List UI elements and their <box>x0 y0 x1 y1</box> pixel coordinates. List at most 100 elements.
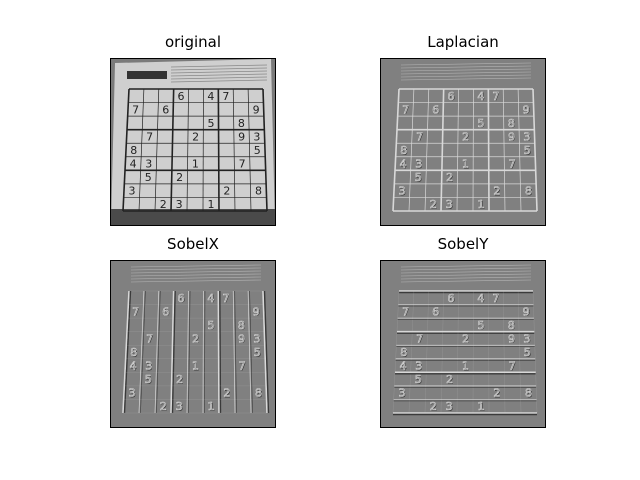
digit-shadow: 3 <box>416 158 423 171</box>
puzzle-digit: 1 <box>462 158 469 171</box>
puzzle-digit: 6 <box>448 292 455 305</box>
puzzle-digit: 2 <box>176 373 183 386</box>
digit-shadow: 3 <box>524 333 531 346</box>
grid-vline-shadow <box>188 290 191 414</box>
digit-shadow: 7 <box>133 306 140 319</box>
grid-vline-shadow <box>263 290 270 414</box>
puzzle-digit: 6 <box>162 103 169 116</box>
puzzle-digit: 7 <box>146 332 153 345</box>
puzzle-digit: 7 <box>132 103 139 116</box>
grid-vline <box>424 88 430 212</box>
grid-vline-shadow <box>123 290 132 414</box>
paper <box>111 59 275 225</box>
puzzle-digit: 8 <box>238 319 245 332</box>
sudoku-photo: 6 4 77 6 95 87 2 9 38 54 3 1 75 23 2 82 3 1 <box>111 59 275 225</box>
header-edge <box>400 68 532 72</box>
puzzle-digit: 2 <box>176 171 183 184</box>
puzzle-digit: 6 <box>162 305 169 318</box>
puzzle-digit: 5 <box>207 319 214 332</box>
header-edge <box>400 77 532 81</box>
grid-vline-shadow <box>219 290 222 414</box>
panel-title-original: original <box>164 33 222 51</box>
digit-shadow: 3 <box>254 333 261 346</box>
digit-shadow: 2 <box>224 387 231 400</box>
puzzle-digit: 7 <box>402 103 409 116</box>
puzzle-digit: 4 <box>477 90 484 103</box>
puzzle-digit: 5 <box>145 171 152 184</box>
header-edge <box>130 273 262 277</box>
header-edge <box>400 267 532 271</box>
digit-shadow: 6 <box>448 293 455 306</box>
digit-shadow: 9 <box>523 306 530 319</box>
grid-vline-faint <box>440 290 444 414</box>
puzzle-digit: 9 <box>253 103 260 116</box>
puzzle-digit: 4 <box>130 360 137 373</box>
digit-shadow: 6 <box>448 91 455 104</box>
puzzle-digit: 7 <box>509 360 516 373</box>
header-edge <box>400 279 532 283</box>
puzzle-digit: 3 <box>128 185 135 198</box>
digit-shadow: 1 <box>463 158 470 171</box>
digit-shadow: 2 <box>463 333 470 346</box>
digit-shadow: 8 <box>401 347 408 360</box>
puzzle-digit: 2 <box>160 198 167 211</box>
puzzle-digit: 1 <box>192 158 199 171</box>
puzzle-digit: 7 <box>509 158 516 171</box>
digit-shadow: 2 <box>463 131 470 144</box>
digit-shadow: 7 <box>403 306 410 319</box>
digit-shadow: 8 <box>239 320 246 333</box>
grid-vline <box>502 88 506 212</box>
digit-shadow: 2 <box>177 374 184 387</box>
grid-vline-faint <box>424 290 429 414</box>
digit-shadow: 8 <box>526 185 533 198</box>
puzzle-digit: 8 <box>525 387 532 400</box>
digit-shadow: 2 <box>193 333 200 346</box>
puzzle-digit: 3 <box>145 360 152 373</box>
digit-shadow: 2 <box>447 374 454 387</box>
digit-shadow: 8 <box>526 387 533 400</box>
digit-shadow: 7 <box>417 333 424 346</box>
digit-shadow: 5 <box>478 118 485 131</box>
digit-shadow: 7 <box>223 293 230 306</box>
digit-shadow: 1 <box>463 360 470 373</box>
header-edge <box>400 273 532 277</box>
header-edge <box>130 276 262 280</box>
digit-shadow: 6 <box>433 104 440 117</box>
background <box>111 261 275 427</box>
puzzle-digit: 5 <box>207 117 214 130</box>
grid-vline-shadow <box>249 290 253 414</box>
puzzle-digit: 8 <box>400 346 407 359</box>
puzzle-digit: 4 <box>400 360 407 373</box>
puzzle-digit: 5 <box>524 346 531 359</box>
grid-vline-faint <box>456 290 459 414</box>
digit-shadow: 9 <box>253 306 260 319</box>
puzzle-digit: 7 <box>146 130 153 143</box>
puzzle-digit: 8 <box>255 185 262 198</box>
grid-vline-faint <box>532 290 538 414</box>
digit-shadow: 5 <box>525 347 532 360</box>
puzzle-digit: 9 <box>508 332 515 345</box>
digit-shadow: 5 <box>478 320 485 333</box>
puzzle-digit: 2 <box>430 400 437 413</box>
puzzle-digit: 2 <box>223 387 230 400</box>
digit-shadow: 3 <box>446 401 453 414</box>
puzzle-digit: 2 <box>430 198 437 211</box>
puzzle-digit: 2 <box>192 130 199 143</box>
puzzle-digit: 5 <box>524 144 531 157</box>
puzzle-digit: 7 <box>416 332 423 345</box>
puzzle-digit: 3 <box>415 158 422 171</box>
puzzle-digit: 1 <box>208 198 215 211</box>
grid-vline <box>170 88 175 212</box>
header-box <box>127 71 167 79</box>
puzzle-digit: 6 <box>178 90 185 103</box>
header-text-line <box>170 79 268 83</box>
puzzle-digit: 9 <box>508 130 515 143</box>
digit-shadow: 1 <box>478 401 485 414</box>
puzzle-digit: 7 <box>222 90 229 103</box>
